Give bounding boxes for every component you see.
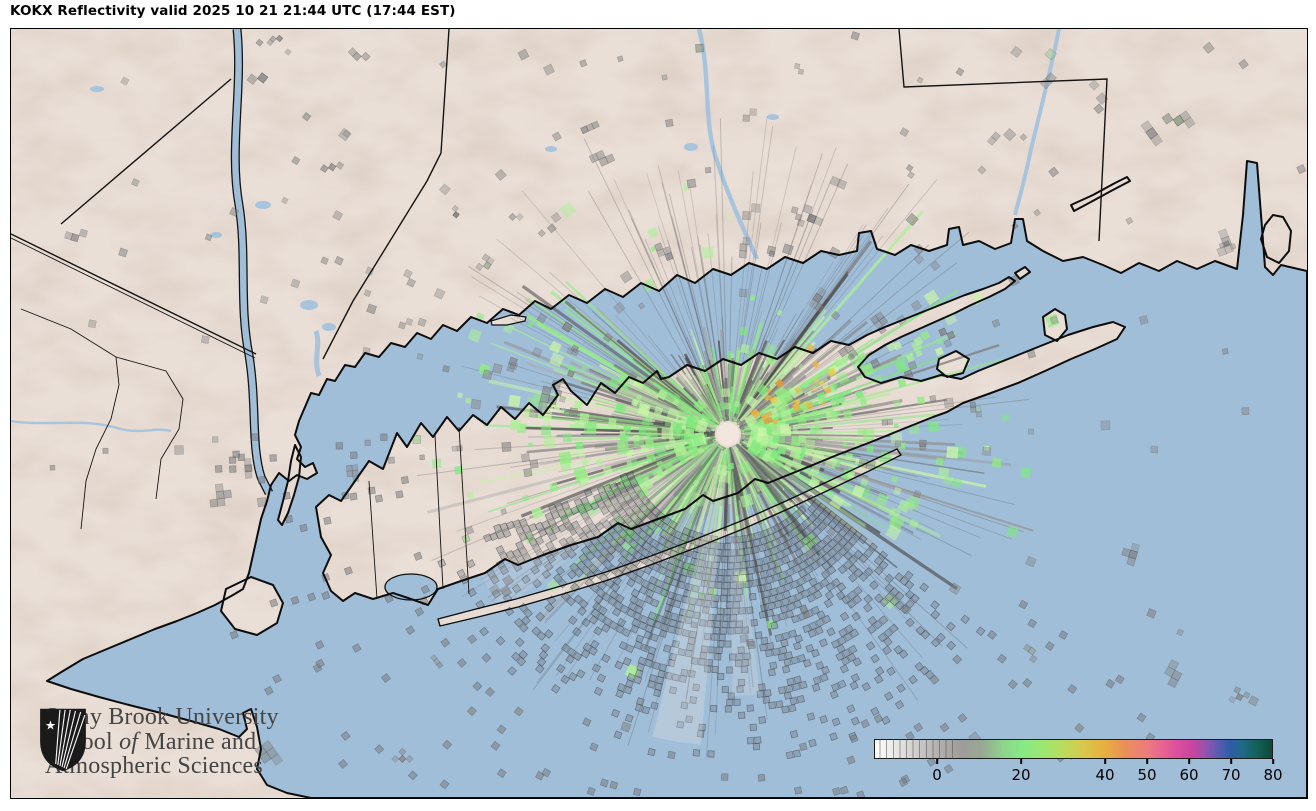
coastlines [46,160,1307,798]
colorbar-tick [1020,759,1022,764]
sbu-logo: ★ Stony Brook University School of Marin… [37,705,279,779]
map-svg [11,29,1307,798]
colorbar-bin-lines [874,739,958,759]
colorbar-tick-label: 50 [1137,766,1157,784]
colorbar-tick-label: 70 [1221,766,1241,784]
colorbar-tick [1272,759,1274,764]
county-boundaries [20,308,470,600]
lakes [90,86,779,331]
map-frame: ★ Stony Brook University School of Marin… [10,28,1308,799]
radar-echo-layer [49,31,1307,798]
colorbar-tick [1104,759,1106,764]
colorbar-tick-label: 40 [1095,766,1115,784]
colorbar-tick-label: 0 [932,766,942,784]
colorbar-tick [1230,759,1232,764]
colorbar-tick [1188,759,1190,764]
sbu-shield-icon: ★ [40,708,86,772]
colorbar-tick [936,759,938,764]
colorbar-tick-label: 80 [1263,766,1283,784]
page-title: KOKX Reflectivity valid 2025 10 21 21:44… [10,3,456,19]
reflectivity-colorbar: 0 20 40 50 60 70 80 [874,739,1283,784]
colorbar-tick-label: 60 [1179,766,1199,784]
rivers [11,29,1061,496]
colorbar-tick-label: 20 [1011,766,1031,784]
colorbar-tick [1146,759,1148,764]
svg-text:★: ★ [45,718,56,733]
state-boundaries [11,29,1108,360]
radar-site-marker [716,422,740,446]
